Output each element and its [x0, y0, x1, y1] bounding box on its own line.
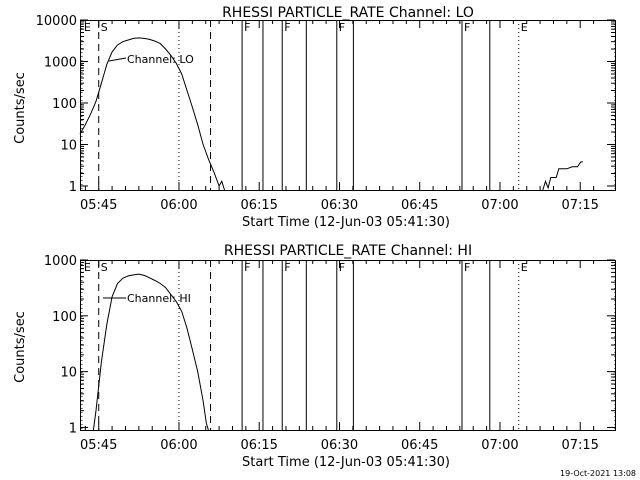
marker-flag-lo-0: E — [84, 21, 91, 34]
panel-hi-ylabel: Counts/sec — [13, 311, 28, 383]
marker-flag-hi-6: F — [284, 261, 290, 274]
ytick-label-hi-2: 100 — [52, 310, 77, 325]
marker-flag-lo-6: F — [284, 21, 290, 34]
series-line-lo-0 — [79, 37, 225, 191]
marker-flag-lo-10: F — [464, 21, 470, 34]
marker-flag-hi-12: E — [521, 261, 528, 274]
panel-lo-series-label: Channel: LO — [127, 53, 194, 66]
series-line-hi-0 — [92, 273, 209, 431]
ytick-label-hi-0: 1 — [69, 421, 77, 436]
panel-lo-ylabel: Counts/sec — [13, 72, 28, 144]
panel-hi: RHESSI PARTICLE_RATE Channel: HI Counts/… — [13, 243, 616, 470]
marker-flag-hi-10: F — [464, 261, 470, 274]
marker-flag-hi-0: E — [84, 261, 91, 274]
panel-hi-xlabel: Start Time (12-Jun-03 05:41:30) — [242, 455, 450, 470]
panel-lo-xlabel: Start Time (12-Jun-03 05:41:30) — [242, 215, 450, 230]
marker-flag-hi-4: F — [244, 261, 250, 274]
xtick-label-lo-5: 07:00 — [481, 198, 518, 213]
marker-flag-lo-1: S — [101, 21, 108, 34]
ytick-label-lo-1: 10 — [60, 138, 77, 153]
ytick-label-hi-1: 10 — [60, 366, 77, 381]
xtick-label-lo-1: 06:00 — [160, 198, 197, 213]
xtick-label-hi-2: 06:15 — [240, 438, 277, 453]
xtick-label-lo-3: 06:30 — [321, 198, 358, 213]
panel-lo-title: RHESSI PARTICLE_RATE Channel: LO — [222, 5, 474, 21]
xtick-label-hi-3: 06:30 — [321, 438, 358, 453]
xtick-label-hi-1: 06:00 — [160, 438, 197, 453]
panel-lo: RHESSI PARTICLE_RATE Channel: LO Counts/… — [13, 5, 616, 230]
ytick-label-lo-0: 1 — [69, 180, 77, 195]
footer-timestamp: 19-Oct-2021 13:08 — [560, 469, 636, 478]
ytick-label-lo-3: 1000 — [44, 55, 77, 70]
ytick-label-lo-4: 10000 — [36, 14, 77, 29]
xtick-label-lo-6: 07:15 — [561, 198, 598, 213]
xtick-label-hi-5: 07:00 — [481, 438, 518, 453]
ytick-label-lo-2: 100 — [52, 97, 77, 112]
marker-flag-lo-8: F — [339, 21, 345, 34]
marker-flag-hi-8: F — [339, 261, 345, 274]
xtick-label-lo-4: 06:45 — [401, 198, 438, 213]
panel-hi-frame — [80, 260, 616, 431]
panel-hi-title: RHESSI PARTICLE_RATE Channel: HI — [224, 243, 472, 259]
xtick-label-hi-6: 07:15 — [561, 438, 598, 453]
panel-hi-series-label: Channel: HI — [127, 292, 191, 305]
panel-hi-marks: 1 10 100 1000 05:45 06:00 06:15 06:30 06:45 07:00… — [44, 254, 616, 453]
marker-flag-hi-1: S — [101, 261, 108, 274]
xtick-label-hi-4: 06:45 — [401, 438, 438, 453]
series-line-lo-1 — [542, 161, 583, 191]
panel-lo-frame — [80, 20, 616, 191]
xtick-label-lo-0: 05:45 — [80, 198, 117, 213]
ytick-label-hi-3: 1000 — [44, 254, 77, 269]
panel-lo-marks: 1 10 100 1000 10000 05:45 06:00 06:15 06:30 06:45… — [36, 14, 616, 213]
panel-lo-label-leader — [108, 57, 127, 62]
marker-flag-lo-4: F — [244, 21, 250, 34]
xtick-label-hi-0: 05:45 — [80, 438, 117, 453]
marker-flag-lo-12: E — [521, 21, 528, 34]
xtick-label-lo-2: 06:15 — [240, 198, 277, 213]
